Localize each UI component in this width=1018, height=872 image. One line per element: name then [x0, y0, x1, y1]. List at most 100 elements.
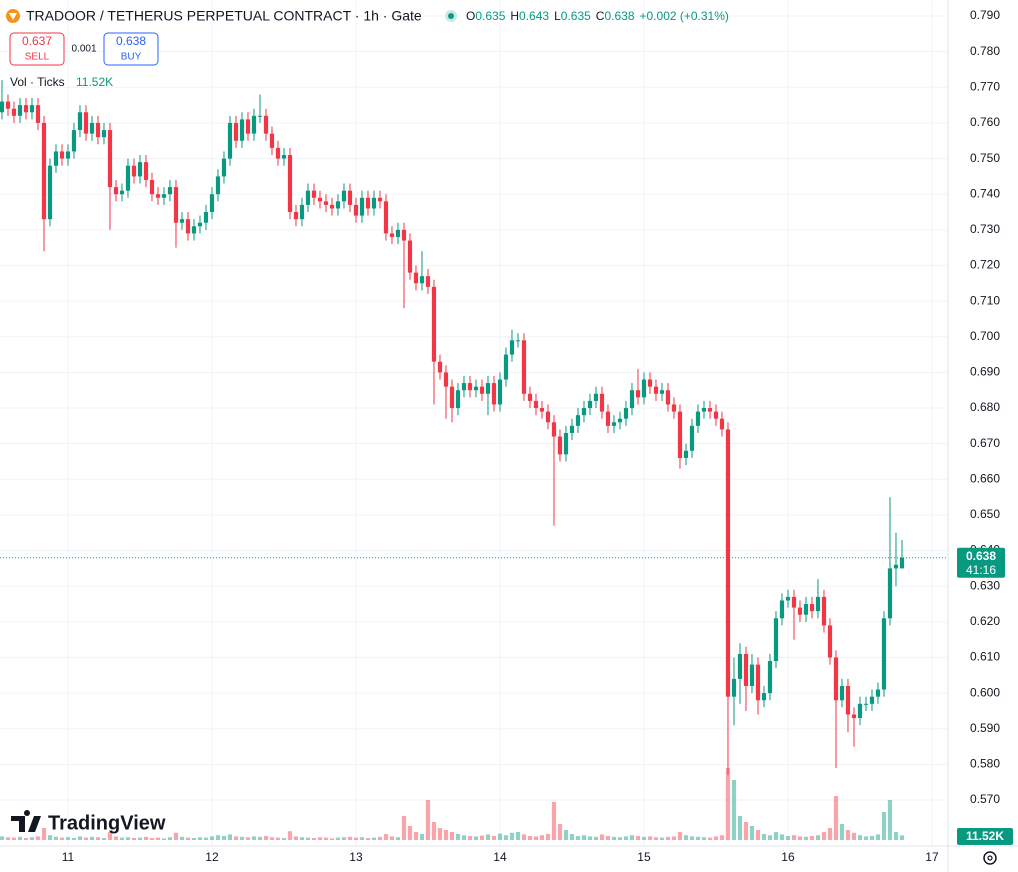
candle-body [407, 240, 413, 273]
volume-bar [527, 836, 533, 840]
candle-body [227, 122, 233, 159]
y-tick-label: 0.710 [970, 293, 1000, 307]
volume-bar [803, 836, 809, 840]
brand-logo [11, 809, 41, 832]
sell-price[interactable]: 0.637 [22, 34, 52, 48]
volume-bar [863, 836, 869, 840]
buy-button[interactable] [103, 32, 159, 66]
volume-bar [107, 832, 113, 840]
volume-bar [149, 838, 155, 840]
volume-bar [437, 828, 443, 840]
volume-bar [275, 837, 281, 840]
axes: 0.790 0.780 0.770 0.760 0.750 0.740 0.730 0.720… [62, 8, 1001, 864]
x-tick-label: 15 [637, 850, 651, 864]
candle-body [299, 204, 305, 220]
volume-bar [11, 837, 17, 840]
volume-title: Vol · Ticks [10, 75, 65, 89]
candle-body [179, 219, 185, 223]
volume-bar [455, 834, 461, 840]
candle-body [107, 130, 113, 188]
candle-body [839, 685, 845, 701]
volume-bar [785, 836, 791, 840]
volume-bar [389, 836, 395, 840]
legend-change: +0.002 (+0.31%) [640, 9, 729, 23]
candle-body [677, 411, 683, 458]
candle-body [545, 411, 551, 423]
ohlc-legend: O0.635 H0.643 L0.635 C0.638 +0.002 (+0.31%) [466, 9, 729, 23]
y-tick-label: 0.660 [970, 471, 1000, 485]
legend-value: 0.635 [561, 9, 591, 23]
volume-bar [557, 824, 563, 840]
volume-bar [497, 833, 503, 840]
y-tick-label: 0.720 [970, 258, 1000, 272]
volume-bar [71, 838, 77, 840]
candle-body [569, 425, 575, 433]
candle-body [437, 361, 443, 373]
buy-price[interactable]: 0.638 [116, 34, 146, 48]
buy-label[interactable]: BUY [121, 52, 142, 63]
volume-bar [125, 837, 131, 840]
candle-body [71, 130, 77, 152]
candle-body [731, 678, 737, 697]
volume-bar [359, 837, 365, 840]
status-dot [448, 13, 454, 19]
last-price-tag [957, 547, 1005, 578]
volume-bar [449, 832, 455, 840]
candle-body [527, 393, 533, 401]
y-tick-label: 0.770 [970, 79, 1000, 93]
candle-body [713, 411, 719, 419]
volume-bar [335, 837, 341, 840]
candle-body [83, 112, 89, 134]
candle-body [95, 122, 101, 138]
candle-body [479, 386, 485, 394]
volume-tag-label: 11.52K [966, 829, 1004, 843]
candle-body [719, 418, 725, 430]
volume-bar [41, 828, 47, 840]
volume-bar [797, 836, 803, 840]
candle-body [755, 664, 761, 701]
grid [0, 0, 948, 846]
volume-bar [473, 836, 479, 840]
volume-bar [251, 836, 257, 840]
sell-button[interactable] [9, 32, 65, 66]
volume-bar [377, 836, 383, 840]
candle-body [629, 390, 635, 409]
volume-bar [323, 837, 329, 840]
volume-bar [23, 838, 29, 840]
y-tick-label: 0.760 [970, 115, 1000, 129]
candle-body [143, 162, 149, 180]
volume-bar [293, 836, 299, 840]
volume-bar [83, 837, 89, 840]
volume-bar [653, 837, 659, 840]
candle-body [125, 165, 131, 191]
candle-body [47, 165, 53, 220]
volume-bar [35, 836, 41, 840]
legend-value: 0.643 [519, 9, 549, 23]
volume-bar [485, 834, 491, 840]
volume-bar [689, 836, 695, 840]
volume-bar [629, 835, 635, 840]
settings-button[interactable] [987, 855, 993, 861]
volume-bar [521, 834, 527, 840]
candle-body [461, 383, 467, 391]
candle-body [899, 557, 905, 569]
candle-body [575, 415, 581, 426]
candle-body [821, 596, 827, 626]
x-tick-label: 16 [781, 850, 795, 864]
candle-body [557, 436, 563, 455]
volume-bar [365, 838, 371, 840]
y-tick-label: 0.750 [970, 151, 1000, 165]
x-tick-label: 11 [62, 850, 75, 864]
candle-body [431, 286, 437, 362]
candle-body [707, 408, 713, 412]
candle-body [785, 596, 791, 601]
settings-button[interactable] [983, 851, 997, 865]
volume-bar [893, 832, 899, 840]
volume-bar [95, 837, 101, 840]
candle-body [89, 122, 95, 134]
candle-body [5, 101, 11, 109]
volume-bar [581, 835, 587, 840]
sell-label[interactable]: SELL [25, 52, 50, 63]
volume-bar [539, 835, 545, 840]
volume-bar [761, 834, 767, 840]
